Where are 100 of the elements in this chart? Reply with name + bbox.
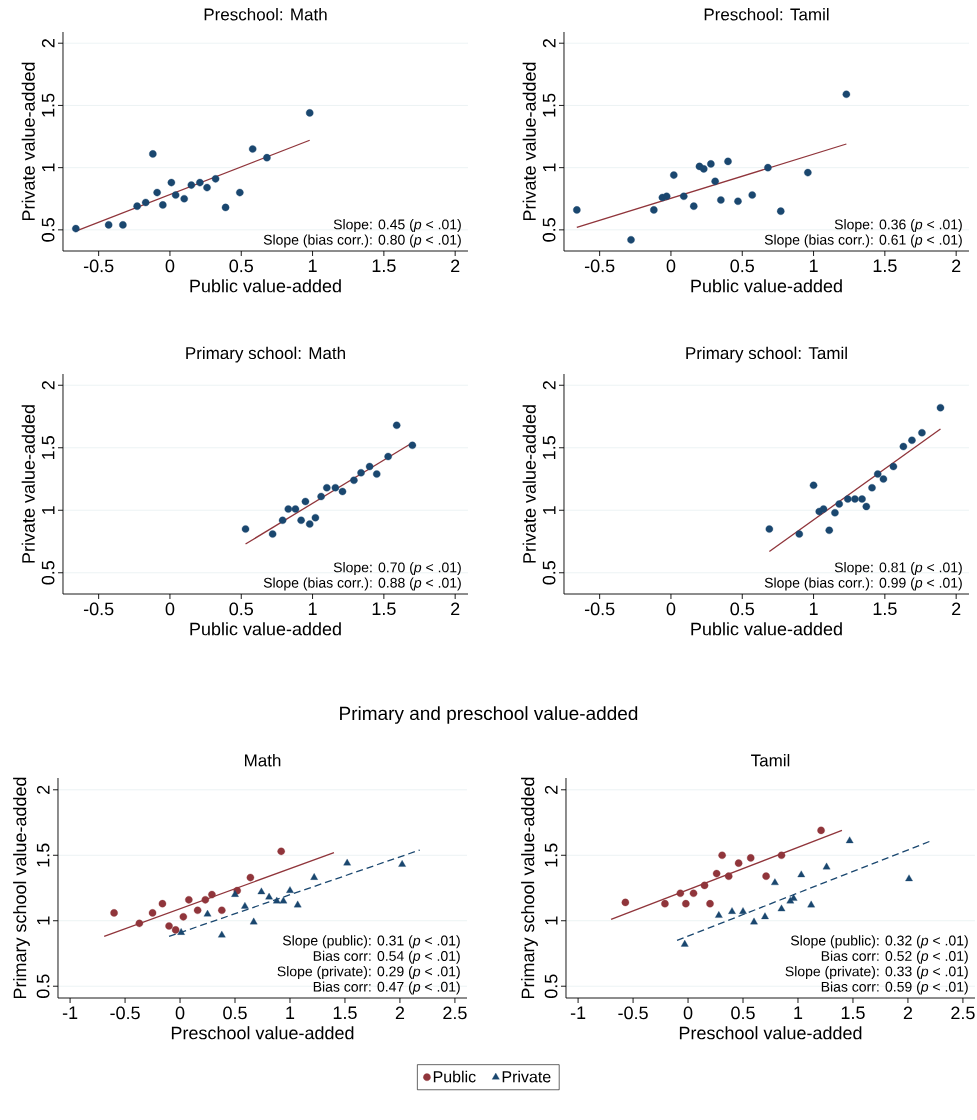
point bbox=[218, 930, 226, 938]
point bbox=[680, 939, 689, 947]
point bbox=[700, 881, 709, 890]
point bbox=[858, 495, 866, 503]
point bbox=[185, 896, 193, 904]
annotation: Slope: 0.70 (p < .01) bbox=[333, 562, 461, 576]
point bbox=[761, 912, 769, 920]
point bbox=[193, 906, 202, 915]
point bbox=[573, 206, 581, 214]
point bbox=[248, 145, 257, 153]
annotation: Slope (bias corr.): 0.99 (p < .01) bbox=[764, 577, 962, 591]
x-tick-label: -0.5 bbox=[110, 1006, 140, 1020]
x-axis-title: Preschool value-added bbox=[679, 1026, 862, 1040]
point bbox=[203, 183, 211, 192]
x-tick-label: 1 bbox=[809, 602, 818, 615]
point bbox=[153, 188, 161, 197]
point bbox=[819, 505, 828, 513]
chart-title: Preschool: Tamil bbox=[704, 8, 829, 21]
y-tick-label: 1.5 bbox=[542, 93, 556, 117]
chart-title: Preschool: Math bbox=[204, 8, 327, 21]
point bbox=[277, 847, 285, 856]
point bbox=[682, 899, 690, 908]
y-tick-label: 1 bbox=[545, 916, 558, 925]
x-tick-label: 0 bbox=[175, 1006, 185, 1020]
annotation: Slope (bias corr.): 0.88 (p < .01) bbox=[263, 577, 461, 591]
point bbox=[284, 505, 293, 513]
point bbox=[689, 889, 698, 897]
point bbox=[908, 436, 916, 445]
x-tick-label: 2 bbox=[952, 602, 961, 616]
point bbox=[862, 502, 871, 511]
point bbox=[241, 901, 249, 909]
x-tick-label: 0 bbox=[683, 1006, 693, 1020]
x-tick-label: 2 bbox=[395, 1006, 405, 1020]
point bbox=[148, 909, 157, 917]
annotation: Bias corr: 0.59 (p < .01) bbox=[821, 981, 968, 995]
point bbox=[899, 442, 908, 451]
point bbox=[936, 404, 945, 412]
point bbox=[690, 202, 698, 210]
point bbox=[831, 509, 839, 517]
point bbox=[706, 899, 714, 908]
chart-title: Tamil bbox=[751, 754, 790, 767]
point bbox=[268, 530, 277, 538]
point bbox=[278, 516, 287, 525]
y-axis-title: Private value-added bbox=[522, 62, 536, 221]
x-axis-title: Preschool value-added bbox=[171, 1026, 354, 1040]
point bbox=[135, 919, 144, 928]
point bbox=[297, 516, 305, 525]
point bbox=[873, 470, 882, 478]
y-axis-title: Private value-added bbox=[21, 405, 35, 563]
point bbox=[734, 859, 743, 867]
point bbox=[398, 860, 406, 867]
point bbox=[712, 869, 721, 878]
point bbox=[208, 890, 216, 899]
point bbox=[180, 195, 188, 203]
legend-label: Public bbox=[433, 1070, 476, 1083]
point bbox=[331, 484, 340, 492]
x-tick-label: 1.5 bbox=[873, 259, 897, 273]
point bbox=[257, 887, 266, 895]
y-tick-label: 1 bbox=[42, 163, 55, 172]
x-tick-label: 0.5 bbox=[229, 602, 254, 616]
point bbox=[746, 854, 755, 862]
y-tick-label: 1.5 bbox=[36, 843, 50, 867]
x-axis-title: Public value-added bbox=[190, 622, 341, 636]
y-tick-label: 2 bbox=[544, 785, 558, 794]
x-tick-label: -0.5 bbox=[83, 259, 114, 273]
annotation: Slope (private): 0.29 (p < .01) bbox=[277, 966, 460, 980]
y-tick-label: 0.5 bbox=[542, 561, 556, 585]
point bbox=[305, 109, 314, 117]
point bbox=[165, 922, 173, 930]
point bbox=[218, 906, 226, 915]
x-tick-label: -1 bbox=[62, 1006, 78, 1019]
point bbox=[809, 481, 818, 490]
point bbox=[311, 514, 320, 522]
x-tick-label: -0.5 bbox=[584, 259, 615, 273]
x-tick-label: 2 bbox=[451, 259, 460, 273]
x-tick-label: 1 bbox=[308, 259, 317, 272]
point bbox=[196, 178, 204, 187]
point bbox=[301, 497, 310, 506]
point bbox=[717, 196, 725, 204]
point bbox=[680, 192, 688, 201]
point bbox=[372, 470, 381, 478]
y-axis-title: Private value-added bbox=[21, 62, 35, 221]
chart-title: Primary school: Tamil bbox=[686, 346, 847, 363]
point bbox=[357, 469, 365, 477]
point bbox=[851, 495, 859, 503]
annotation: Bias corr: 0.47 (p < .01) bbox=[313, 981, 460, 995]
annotation: Slope: 0.45 (p < .01) bbox=[333, 219, 461, 233]
point bbox=[739, 907, 747, 914]
point bbox=[110, 909, 118, 917]
x-tick-label: 2.5 bbox=[951, 1006, 975, 1020]
x-tick-label: 1 bbox=[286, 1006, 295, 1019]
point bbox=[211, 175, 220, 183]
x-tick-label: -1 bbox=[570, 1006, 586, 1019]
point bbox=[842, 90, 851, 98]
point bbox=[72, 224, 80, 233]
annotation: Slope (bias corr.): 0.80 (p < .01) bbox=[263, 234, 461, 248]
point bbox=[149, 150, 157, 158]
point bbox=[343, 858, 351, 866]
point bbox=[707, 160, 715, 168]
point bbox=[777, 207, 785, 215]
